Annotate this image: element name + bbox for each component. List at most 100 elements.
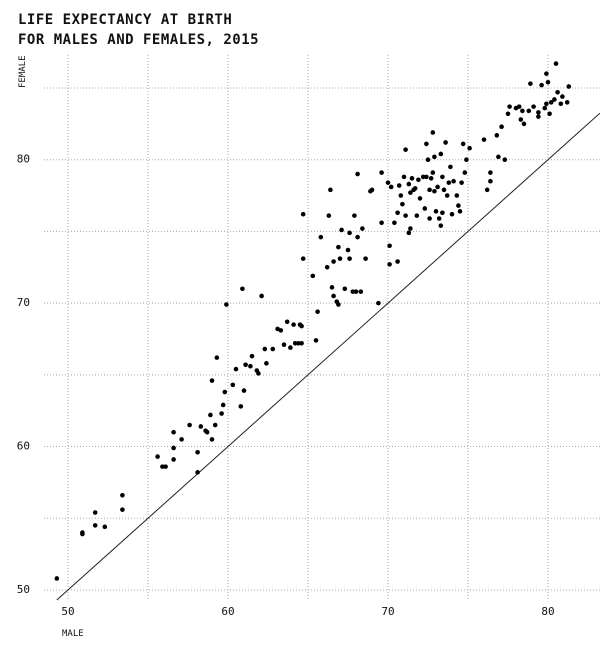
point: [336, 244, 341, 250]
point: [385, 180, 391, 185]
point: [459, 180, 464, 185]
point: [494, 133, 500, 138]
point: [451, 178, 456, 184]
y-axis-label: FEMALE: [18, 55, 28, 88]
point: [187, 422, 192, 428]
point: [249, 353, 255, 359]
point: [484, 187, 490, 193]
point: [526, 108, 532, 114]
point: [291, 322, 296, 327]
point: [488, 178, 493, 184]
point: [462, 170, 468, 175]
point: [222, 389, 228, 395]
point: [547, 111, 552, 117]
point: [284, 319, 290, 325]
point: [281, 342, 287, 348]
point: [552, 97, 557, 102]
point: [438, 223, 444, 228]
point: [240, 286, 245, 292]
point: [457, 209, 463, 214]
point: [288, 345, 293, 350]
point: [299, 340, 304, 346]
point: [432, 188, 437, 194]
point: [198, 424, 204, 429]
point: [428, 176, 434, 181]
point: [467, 145, 472, 151]
point: [355, 171, 360, 177]
point: [505, 111, 511, 117]
point: [337, 256, 343, 261]
point: [507, 104, 512, 109]
point: [342, 286, 348, 292]
x-tick-label: 70: [381, 605, 394, 618]
point: [331, 259, 336, 264]
point: [518, 117, 524, 122]
point: [406, 230, 412, 236]
point: [427, 187, 432, 193]
point: [387, 243, 392, 249]
point: [449, 211, 455, 217]
point: [446, 180, 452, 185]
y-tick-label: 60: [17, 440, 30, 453]
point: [528, 81, 533, 86]
reference-line: [56, 112, 600, 601]
point: [454, 193, 460, 198]
point: [195, 449, 200, 455]
point: [414, 213, 420, 218]
point: [412, 186, 418, 191]
point: [220, 402, 226, 408]
point: [416, 177, 421, 183]
point: [54, 576, 60, 581]
point: [387, 262, 392, 267]
point: [262, 346, 268, 352]
point: [310, 273, 316, 279]
point: [270, 346, 276, 352]
point: [420, 174, 426, 180]
x-axis-label: MALE: [62, 629, 84, 639]
point: [400, 201, 405, 207]
point: [460, 141, 466, 147]
y-tick-label: 50: [17, 583, 30, 596]
point: [544, 71, 549, 76]
point: [403, 147, 408, 152]
point: [209, 378, 215, 383]
point: [448, 164, 453, 170]
point: [315, 309, 320, 315]
point: [403, 213, 408, 218]
point: [396, 183, 402, 188]
point: [347, 230, 352, 236]
point: [243, 362, 248, 368]
point: [259, 293, 264, 299]
y-tick-label: 70: [17, 296, 30, 309]
point: [363, 256, 368, 261]
point: [241, 388, 247, 393]
point: [358, 289, 364, 294]
point: [521, 121, 527, 127]
point: [224, 302, 229, 307]
point: [553, 61, 559, 66]
point: [502, 157, 508, 162]
point: [548, 100, 554, 105]
y-tick-label: 80: [17, 153, 30, 166]
point: [329, 285, 335, 290]
chart-title: LIFE EXPECTANCY AT BIRTH: [18, 12, 232, 28]
point: [233, 366, 239, 372]
point: [422, 206, 428, 211]
point: [545, 79, 551, 85]
point: [204, 429, 210, 435]
point: [171, 429, 176, 435]
x-tick-label: 80: [541, 605, 554, 618]
point: [209, 437, 215, 442]
point: [347, 256, 352, 261]
point: [520, 108, 525, 114]
point: [499, 124, 504, 130]
point: [566, 84, 572, 89]
point: [300, 256, 306, 261]
point: [324, 264, 330, 270]
point: [160, 464, 165, 469]
point: [438, 151, 444, 157]
point: [424, 174, 429, 180]
point: [299, 323, 304, 329]
point: [208, 412, 213, 418]
